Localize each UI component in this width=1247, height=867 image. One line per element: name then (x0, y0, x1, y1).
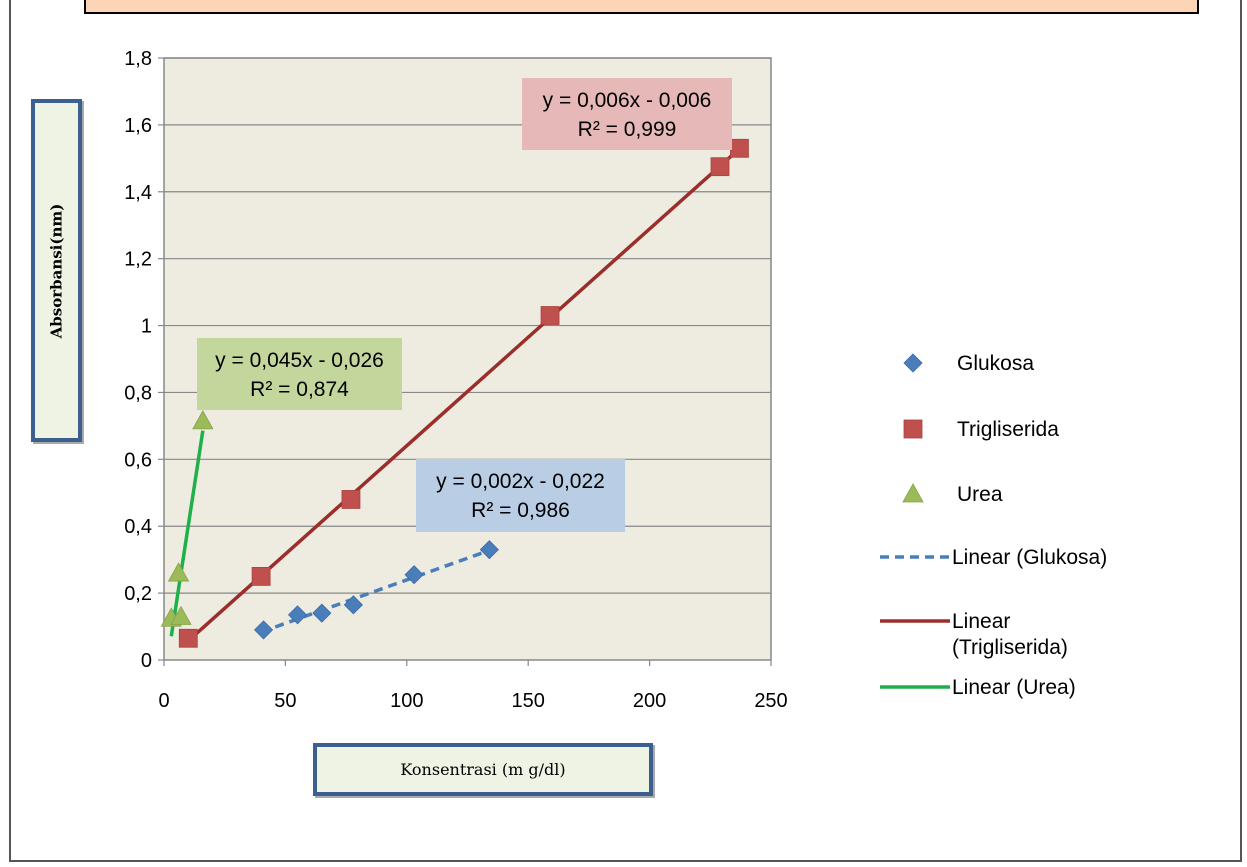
chart-frame (9, 0, 1242, 862)
point-trigliserida (730, 138, 749, 158)
trendline-equation: y = 0,006x - 0,006 (543, 89, 712, 112)
x-tick-label: 200 (633, 690, 666, 712)
y-tick-label: 0,6 (124, 449, 152, 471)
x-tick-label: 150 (512, 690, 545, 712)
trendline-equation: y = 0,045x - 0,026 (215, 349, 384, 372)
equation-box (522, 78, 732, 150)
r-squared-label: R² = 0,874 (250, 378, 349, 401)
r-squared-label: R² = 0,986 (471, 499, 570, 522)
legend-marker-trigliserida (903, 419, 923, 439)
x-tick-label: 250 (754, 690, 787, 712)
x-axis-title: Konsentrasi (m g/dl) (400, 760, 566, 779)
point-trigliserida (540, 306, 560, 325)
y-tick-label: 1,2 (124, 249, 152, 271)
x-tick-label: 0 (158, 690, 169, 712)
point-trigliserida (251, 566, 271, 586)
trendlines (169, 145, 744, 645)
point-trigliserida (341, 490, 361, 509)
x-tick-label: 50 (274, 690, 296, 712)
y-tick-label: 0,2 (124, 583, 152, 605)
legend-label: Urea (957, 483, 1003, 506)
equation-box (197, 338, 402, 410)
point-urea (192, 410, 214, 430)
legend-label: Linear (Trigliserida) (952, 610, 1068, 659)
point-glukosa (479, 540, 499, 560)
point-urea (167, 562, 190, 582)
y-axis-title-box: Absorbansi(nm) (31, 99, 82, 442)
y-tick-label: 0,8 (124, 382, 152, 404)
y-tick-label: 1,4 (124, 182, 152, 204)
point-urea (170, 605, 192, 625)
y-tick-label: 0 (141, 650, 152, 672)
trendline-glukosa (260, 545, 500, 634)
axes: 0 0,2 0,4 0,6 0,8 1 1,2 1,4 1,6 1,8 0 50 100 150 200 25… (124, 48, 788, 712)
r-squared-label: R² = 0,999 (578, 118, 677, 141)
y-tick-label: 1 (141, 316, 152, 338)
legend-marker-urea (902, 483, 924, 503)
legend-label: Glukosa (957, 352, 1034, 375)
top-banner (84, 0, 1199, 14)
legend-label: Linear (Glukosa) (952, 546, 1107, 569)
point-glukosa (343, 595, 363, 615)
point-glukosa (404, 565, 424, 585)
trendline-equation: y = 0,002x - 0,022 (436, 470, 605, 493)
equation-box (416, 459, 625, 532)
point-glukosa (287, 605, 308, 625)
y-tick-label: 0,4 (124, 516, 152, 538)
trendline-trigliserida (184, 145, 744, 645)
equation-labels: y = 0,002x - 0,022 R² = 0,986 y = 0,006x -… (197, 78, 732, 532)
legend: Glukosa Trigliserida Urea Linear (Glukosa) L… (880, 352, 1107, 699)
trendline-urea (169, 430, 205, 637)
data-points (160, 138, 749, 648)
point-glukosa (312, 603, 332, 623)
y-tick-label: 1,8 (124, 48, 152, 70)
legend-label: Trigliserida (957, 418, 1059, 441)
legend-marker-glukosa (903, 353, 923, 373)
y-tick-label: 1,6 (124, 115, 152, 137)
x-tick-label: 100 (390, 690, 423, 712)
y-axis-title: Absorbansi(nm) (47, 203, 66, 338)
point-trigliserida (710, 157, 730, 177)
point-glukosa (253, 620, 274, 640)
x-axis-title-box: Konsentrasi (m g/dl) (313, 743, 653, 796)
legend-label: Linear (Urea) (952, 676, 1076, 699)
point-trigliserida (178, 628, 198, 648)
